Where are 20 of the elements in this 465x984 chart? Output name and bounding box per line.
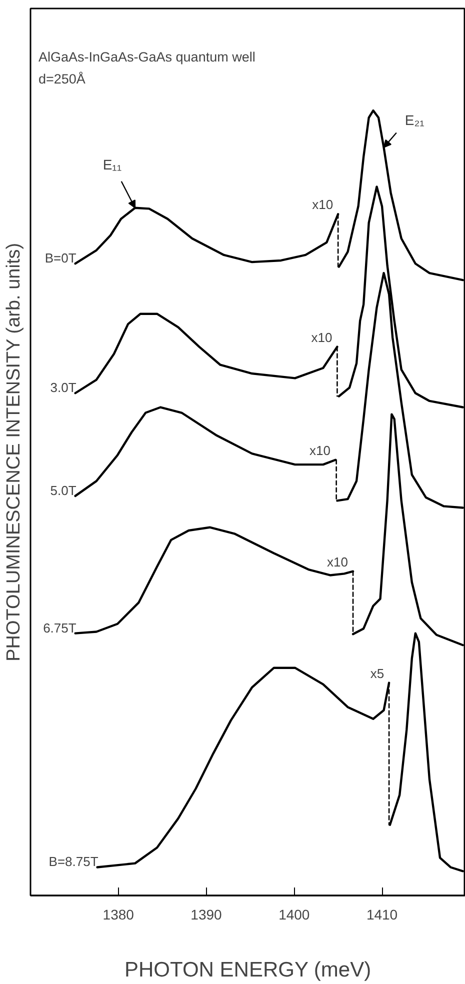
annotation: E₁₁ xyxy=(102,156,122,173)
series-label: 5.0T xyxy=(50,482,76,498)
annotation: x10 xyxy=(327,554,348,570)
x-tick-label: 1400 xyxy=(278,906,310,922)
annotation: x5 xyxy=(370,666,384,681)
series-label: B=8.75T xyxy=(48,854,98,870)
series-label: 3.0T xyxy=(50,380,76,396)
x-tick-label: 1390 xyxy=(190,906,222,922)
series-label: 6.75T xyxy=(43,620,76,636)
chart-subtitle: d=250Å xyxy=(38,72,86,86)
chart-title: AlGaAs-InGaAs-GaAs quantum well xyxy=(38,50,256,64)
series-label: B=0T xyxy=(44,250,76,266)
x-tick-label: 1380 xyxy=(102,906,134,922)
annotation: x10 xyxy=(312,197,334,212)
y-axis-title: PHOTOLUMINESCENCE INTENSITY (arb. units) xyxy=(4,242,24,662)
x-axis-title: PHOTON ENERGY (meV) xyxy=(124,958,372,982)
x-tick-label: 1410 xyxy=(366,906,398,922)
annotation: E₂₁ xyxy=(404,112,425,128)
annotation: x10 xyxy=(309,442,330,458)
annotation: x10 xyxy=(311,330,332,345)
